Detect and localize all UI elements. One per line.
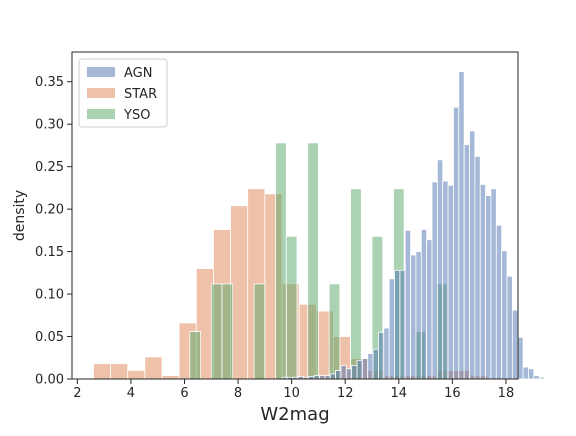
agn-bar xyxy=(506,275,513,380)
y-tick-label: 0.10 xyxy=(35,288,64,303)
agn-bar xyxy=(501,250,508,380)
yso-bar xyxy=(285,235,298,380)
yso-bar xyxy=(210,283,223,380)
agn-bar xyxy=(490,188,497,380)
x-tick-label: 14 xyxy=(391,386,408,401)
agn-bar xyxy=(329,373,336,380)
x-tick-label: 18 xyxy=(498,386,515,401)
x-tick-label: 8 xyxy=(234,386,242,401)
agn-bar xyxy=(388,278,395,380)
agn-bar xyxy=(319,375,326,380)
x-tick-label: 4 xyxy=(127,386,135,401)
agn-bar xyxy=(495,224,503,380)
agn-bar xyxy=(442,180,449,380)
agn-bar xyxy=(378,331,385,380)
agn-bar xyxy=(340,365,347,380)
x-tick-label: 6 xyxy=(180,386,188,401)
legend-swatch-yso xyxy=(87,109,115,119)
agn-bar xyxy=(463,144,470,380)
y-axis: 0.00 0.05 0.10 0.15 0.20 0.25 0.30 0.35 xyxy=(35,75,72,388)
y-tick-label: 0.30 xyxy=(35,118,64,133)
agn-bar xyxy=(517,336,524,380)
agn-bar xyxy=(394,269,401,380)
agn-bar xyxy=(383,327,390,380)
agn-bar xyxy=(522,366,529,380)
legend: AGN STAR YSO xyxy=(78,58,168,128)
yso-bar xyxy=(275,142,287,380)
agn-bar xyxy=(474,156,481,380)
agn-bar xyxy=(528,368,535,380)
star-bar xyxy=(110,363,129,380)
legend-swatch-agn xyxy=(87,67,115,77)
agn-bar xyxy=(479,184,486,380)
yso-bar xyxy=(189,331,201,380)
agn-bar xyxy=(367,353,374,380)
y-axis-label: density xyxy=(12,190,28,241)
yso-bar xyxy=(328,283,341,380)
legend-swatch-star xyxy=(87,88,115,98)
agn-bar xyxy=(404,229,411,380)
agn-bar xyxy=(533,375,540,380)
agn-bar xyxy=(313,375,320,380)
y-tick-label: 0.35 xyxy=(35,75,64,90)
agn-bar xyxy=(420,229,428,380)
y-tick-label: 0.20 xyxy=(35,203,64,218)
agn-bar xyxy=(469,130,476,380)
agn-bar xyxy=(335,370,342,380)
star-bar xyxy=(93,363,111,380)
y-tick-label: 0.05 xyxy=(35,330,64,345)
x-tick-label: 12 xyxy=(337,386,354,401)
agn-bar xyxy=(399,269,406,380)
star-bar xyxy=(230,205,249,380)
agn-bar xyxy=(431,181,438,380)
star-bar xyxy=(144,356,163,380)
agn-bar xyxy=(426,239,433,380)
x-tick-label: 16 xyxy=(444,386,461,401)
agn-bar xyxy=(453,106,460,380)
agn-bar xyxy=(458,71,465,380)
x-tick-label: 10 xyxy=(283,386,300,401)
yso-bar xyxy=(350,188,362,380)
y-tick-label: 0.00 xyxy=(35,373,64,388)
histogram-bars xyxy=(93,71,545,380)
y-tick-label: 0.15 xyxy=(35,245,64,260)
agn-bar xyxy=(511,309,519,380)
agn-bar xyxy=(324,375,331,380)
star-bar xyxy=(127,370,146,380)
yso-bar xyxy=(253,283,266,380)
agn-bar xyxy=(361,358,369,380)
agn-bar xyxy=(415,251,422,380)
agn-bar xyxy=(372,348,379,380)
legend-label-star: STAR xyxy=(124,87,157,102)
agn-bar xyxy=(485,195,492,380)
y-tick-label: 0.25 xyxy=(35,160,64,175)
x-axis-label: W2mag xyxy=(260,404,329,425)
yso-bar xyxy=(307,142,319,380)
agn-bar xyxy=(410,254,417,380)
agn-bar xyxy=(436,159,444,380)
yso-bar xyxy=(221,283,234,380)
agn-bar xyxy=(538,376,545,380)
agn-bar xyxy=(351,365,358,380)
star-bar xyxy=(161,375,180,380)
x-axis: 2 4 6 8 10 12 14 16 18 xyxy=(73,379,514,401)
legend-label-agn: AGN xyxy=(124,66,152,81)
agn-bar xyxy=(345,368,353,380)
agn-bar xyxy=(356,359,363,380)
legend-label-yso: YSO xyxy=(123,108,150,123)
plot-frame xyxy=(71,51,519,380)
x-tick-label: 2 xyxy=(73,386,81,401)
agn-bar xyxy=(447,184,454,380)
